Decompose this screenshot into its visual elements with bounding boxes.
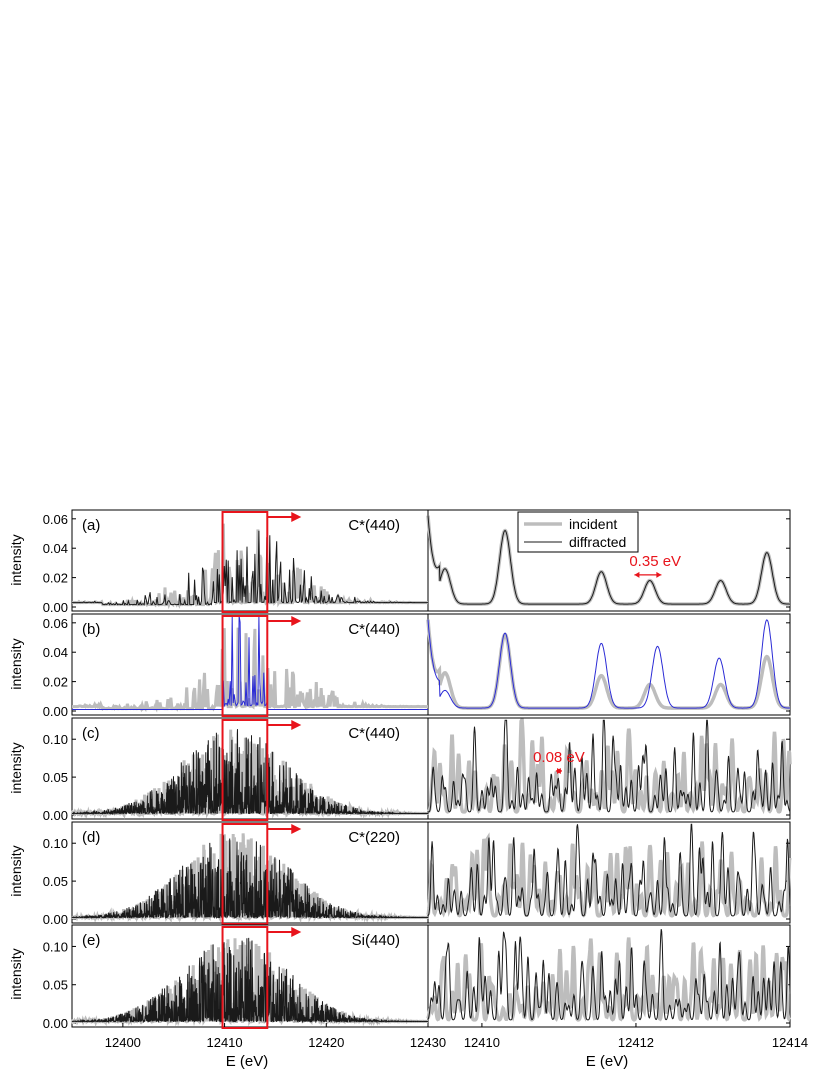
series-diffracted-left-b bbox=[72, 615, 428, 710]
y-tick-label-e: 0.10 bbox=[43, 939, 68, 954]
y-axis-title-c: intensity bbox=[8, 742, 24, 793]
series-diffracted-right-e bbox=[427, 928, 791, 1021]
y-tick-label-e: 0.00 bbox=[43, 1016, 68, 1031]
plot-area: 0.000.020.040.06 (a) C*(440)0.35 eV0.000.0… bbox=[43, 509, 808, 1050]
y-tick-label-a: 0.02 bbox=[43, 571, 68, 586]
y-tick-label-d: 0.05 bbox=[43, 874, 68, 889]
y-tick-label-b: 0.06 bbox=[43, 616, 68, 631]
y-tick-label-c: 0.10 bbox=[43, 732, 68, 747]
x-tick-label-right: 12412 bbox=[618, 1035, 654, 1050]
y-tick-label-a: 0.00 bbox=[43, 600, 68, 615]
x-tick-label-left: 12430 bbox=[410, 1035, 446, 1050]
x-axis-title-left: E (eV) bbox=[226, 1053, 269, 1070]
crystal-label-c: C*(440) bbox=[348, 725, 400, 742]
panel-a: 0.00 0.02 0.04 0.06 (a) C*(440) 0.35 eV bbox=[43, 509, 791, 615]
y-tick-label-c: 0.05 bbox=[43, 770, 68, 785]
y-tick-label-b: 0.04 bbox=[43, 645, 68, 660]
annotation-arrow-left-a bbox=[634, 571, 640, 578]
y-tick-label-e: 0.05 bbox=[43, 978, 68, 993]
annotation-c: 0.08 eV bbox=[533, 749, 585, 766]
series-diffracted-left-d bbox=[71, 835, 428, 920]
series-diffracted-right-b bbox=[427, 619, 790, 709]
legend-box bbox=[517, 511, 639, 553]
series-diffracted-right-a bbox=[427, 515, 790, 605]
zoom-arrow-head-c bbox=[291, 720, 302, 730]
zoom-window-a bbox=[221, 511, 269, 613]
y-axis-title-a: intensity bbox=[8, 534, 24, 585]
x-tick-label-left: 12410 bbox=[206, 1035, 242, 1050]
y-axis-title-d: intensity bbox=[8, 845, 24, 896]
legend-label-1: diffracted bbox=[569, 534, 626, 550]
y-tick-label-d: 0.00 bbox=[43, 912, 68, 927]
y-axis-title-e: intensity bbox=[8, 948, 24, 999]
panel-label-c: (c) bbox=[82, 725, 100, 742]
x-tick-label-left: 12400 bbox=[105, 1035, 141, 1050]
zoom-window-e bbox=[221, 926, 269, 1029]
y-tick-label-b: 0.00 bbox=[43, 704, 68, 719]
crystal-label-b: C*(440) bbox=[348, 621, 400, 638]
y-tick-label-a: 0.04 bbox=[43, 541, 68, 556]
series-incident-right-c bbox=[427, 718, 792, 815]
panel-e: 0.00 0.05 0.10 (e) Si(440) bbox=[43, 924, 791, 1031]
right-frame-b bbox=[427, 613, 791, 716]
annotation-a: 0.35 eV bbox=[629, 553, 681, 570]
y-tick-label-a: 0.06 bbox=[43, 512, 68, 527]
zoom-arrow-head-b bbox=[291, 616, 302, 626]
panel-label-b: (b) bbox=[82, 621, 100, 638]
zoom-window-d bbox=[221, 823, 269, 925]
zoom-window-b bbox=[221, 615, 269, 717]
series-diffracted-right-c bbox=[427, 719, 791, 813]
panel-c: 0.00 0.05 0.10 (c) C*(440) 0.08 eV bbox=[43, 717, 792, 823]
legend: incident diffracted bbox=[517, 511, 639, 553]
right-frame-a bbox=[427, 509, 791, 612]
series-incident-left-a bbox=[72, 523, 428, 610]
annotation-arrow-right-c bbox=[557, 767, 563, 774]
series-diffracted-left-c bbox=[71, 729, 428, 816]
crystal-label-e: Si(440) bbox=[352, 932, 400, 949]
panel-label-e: (e) bbox=[82, 932, 100, 949]
x-tick-label-right: 12414 bbox=[772, 1035, 808, 1050]
series-diffracted-right-d bbox=[427, 823, 791, 917]
crystal-label-a: C*(440) bbox=[348, 517, 400, 534]
series-diffracted-left-a bbox=[72, 530, 428, 606]
panel-b: 0.00 0.02 0.04 0.06 (b) C*(440) bbox=[43, 613, 791, 719]
zoom-arrow-head-a bbox=[291, 512, 302, 522]
series-diffracted-left-e bbox=[71, 937, 429, 1024]
series-incident-right-b bbox=[426, 619, 790, 710]
panel-label-a: (a) bbox=[82, 517, 100, 534]
y-tick-label-b: 0.02 bbox=[43, 675, 68, 690]
annotation-arrow-right-a bbox=[656, 571, 662, 578]
zoom-arrow-head-e bbox=[291, 927, 302, 937]
x-tick-label-right: 12410 bbox=[464, 1035, 500, 1050]
y-axis-title-b: intensity bbox=[8, 638, 24, 689]
right-frame-c bbox=[427, 717, 791, 820]
y-tick-label-c: 0.00 bbox=[43, 808, 68, 823]
panel-d: 0.00 0.05 0.10 (d) C*(220) bbox=[43, 821, 792, 927]
series-incident-left-b bbox=[72, 627, 428, 713]
legend-label-0: incident bbox=[569, 516, 617, 532]
x-tick-label-left: 12420 bbox=[308, 1035, 344, 1050]
panel-label-d: (d) bbox=[82, 829, 100, 846]
zoom-arrow-head-d bbox=[291, 824, 302, 834]
x-axis-title-right: E (eV) bbox=[586, 1053, 629, 1070]
zoom-window-c bbox=[221, 719, 269, 821]
crystal-label-d: C*(220) bbox=[348, 829, 400, 846]
y-tick-label-d: 0.10 bbox=[43, 836, 68, 851]
series-incident-left-c bbox=[70, 729, 429, 820]
